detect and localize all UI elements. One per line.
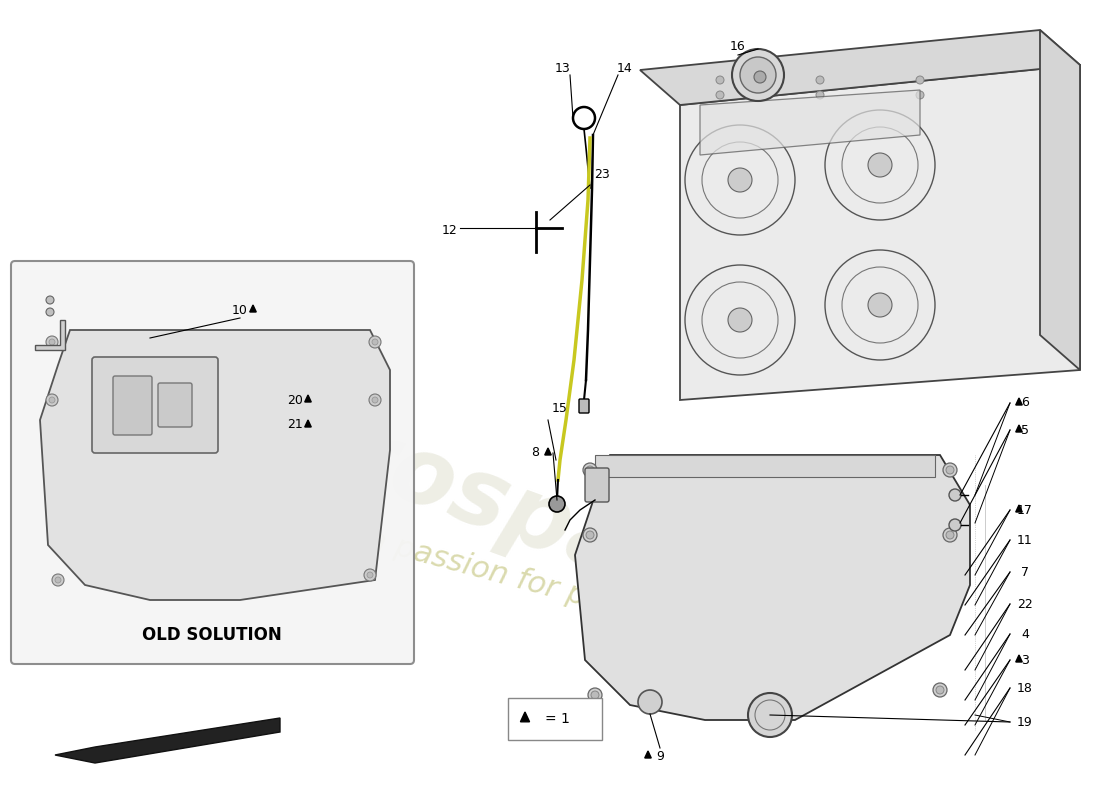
Text: 11: 11	[1018, 534, 1033, 546]
Circle shape	[367, 572, 373, 578]
FancyBboxPatch shape	[595, 455, 935, 477]
Circle shape	[55, 577, 60, 583]
Circle shape	[754, 71, 766, 83]
Text: 23: 23	[594, 169, 609, 182]
Circle shape	[368, 394, 381, 406]
Circle shape	[949, 519, 961, 531]
Circle shape	[372, 339, 378, 345]
Circle shape	[916, 91, 924, 99]
Circle shape	[368, 336, 381, 348]
Polygon shape	[645, 751, 651, 758]
Circle shape	[372, 397, 378, 403]
FancyBboxPatch shape	[11, 261, 414, 664]
Circle shape	[949, 489, 961, 501]
Polygon shape	[1015, 425, 1022, 432]
Text: 18: 18	[1018, 682, 1033, 694]
Polygon shape	[305, 420, 311, 427]
Circle shape	[591, 691, 600, 699]
Text: 8: 8	[531, 446, 539, 459]
Circle shape	[943, 528, 957, 542]
Text: 9: 9	[656, 750, 664, 762]
Text: 16: 16	[730, 39, 746, 53]
Circle shape	[588, 688, 602, 702]
Text: OLD SOLUTION: OLD SOLUTION	[142, 626, 282, 644]
Text: 7: 7	[1021, 566, 1028, 578]
Polygon shape	[40, 330, 390, 600]
Circle shape	[583, 528, 597, 542]
Text: 14: 14	[617, 62, 632, 74]
Text: 5: 5	[1021, 423, 1028, 437]
Text: = 1: = 1	[544, 712, 570, 726]
Text: 19: 19	[1018, 715, 1033, 729]
Circle shape	[364, 569, 376, 581]
Circle shape	[740, 57, 776, 93]
Polygon shape	[250, 305, 256, 312]
Circle shape	[732, 49, 784, 101]
Text: 20: 20	[287, 394, 303, 406]
Polygon shape	[55, 718, 280, 763]
Polygon shape	[1015, 505, 1022, 512]
FancyBboxPatch shape	[585, 468, 609, 502]
Circle shape	[916, 76, 924, 84]
Circle shape	[716, 91, 724, 99]
Polygon shape	[680, 65, 1080, 400]
Circle shape	[50, 397, 55, 403]
Circle shape	[748, 693, 792, 737]
FancyBboxPatch shape	[158, 383, 192, 427]
Circle shape	[716, 76, 724, 84]
Polygon shape	[1015, 398, 1022, 405]
FancyBboxPatch shape	[113, 376, 152, 435]
Circle shape	[816, 91, 824, 99]
Circle shape	[946, 531, 954, 539]
Text: 6: 6	[1021, 397, 1028, 410]
Polygon shape	[700, 90, 920, 155]
FancyBboxPatch shape	[508, 698, 602, 740]
Text: eurospare: eurospare	[210, 364, 750, 636]
Text: 22: 22	[1018, 598, 1033, 610]
Polygon shape	[1040, 30, 1080, 370]
Circle shape	[638, 690, 662, 714]
Circle shape	[46, 336, 58, 348]
Circle shape	[46, 394, 58, 406]
Polygon shape	[305, 395, 311, 402]
Text: 10: 10	[232, 303, 248, 317]
Circle shape	[868, 293, 892, 317]
Circle shape	[583, 463, 597, 477]
Circle shape	[549, 496, 565, 512]
Circle shape	[50, 339, 55, 345]
Polygon shape	[640, 30, 1080, 105]
Text: 3: 3	[1021, 654, 1028, 666]
Polygon shape	[1015, 655, 1022, 662]
Circle shape	[946, 466, 954, 474]
Circle shape	[728, 168, 752, 192]
Circle shape	[46, 308, 54, 316]
Circle shape	[943, 463, 957, 477]
Circle shape	[816, 76, 824, 84]
Circle shape	[586, 531, 594, 539]
Circle shape	[868, 153, 892, 177]
Text: 13: 13	[556, 62, 571, 74]
Circle shape	[936, 686, 944, 694]
Polygon shape	[520, 712, 529, 722]
Circle shape	[46, 296, 54, 304]
Text: 4: 4	[1021, 627, 1028, 641]
Text: a passion for parts™: a passion for parts™	[364, 525, 676, 635]
Polygon shape	[544, 448, 551, 455]
Text: 15: 15	[552, 402, 568, 414]
Circle shape	[933, 683, 947, 697]
Circle shape	[728, 308, 752, 332]
FancyBboxPatch shape	[579, 399, 588, 413]
Text: 21: 21	[287, 418, 303, 431]
Circle shape	[586, 466, 594, 474]
Text: 12: 12	[442, 223, 458, 237]
Polygon shape	[575, 455, 970, 720]
Text: 17: 17	[1018, 503, 1033, 517]
Polygon shape	[35, 320, 65, 350]
FancyBboxPatch shape	[92, 357, 218, 453]
Circle shape	[52, 574, 64, 586]
